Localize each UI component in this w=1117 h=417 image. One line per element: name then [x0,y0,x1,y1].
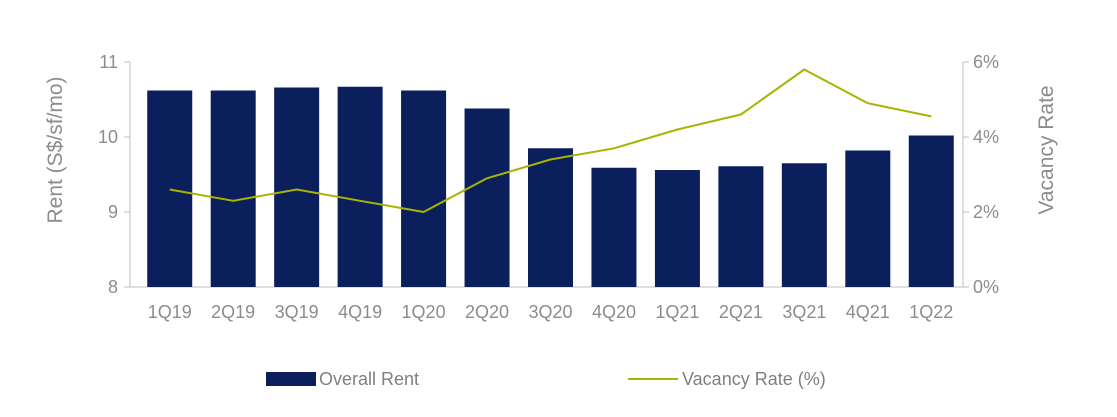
y2-tick-label: 6% [973,52,999,72]
x-tick-label: 2Q20 [465,302,509,322]
labels-group: 8 9 10 11 0% 2% 4% 6% 1Q19 2Q19 3Q19 4Q19 1Q20 2Q20 3Q… [98,52,999,322]
bar-overall-rent-3Q19 [274,87,320,287]
x-tick-label: 3Q20 [528,302,572,322]
x-tick-label: 1Q20 [402,302,446,322]
x-tick-label: 1Q21 [655,302,699,322]
legend-label-overall-rent: Overall Rent [319,369,419,389]
legend-label-vacancy-rate: Vacancy Rate (%) [682,369,826,389]
bar-overall-rent-3Q21 [781,163,827,287]
legend-swatch-overall-rent [266,372,316,386]
x-tick-label: 2Q21 [719,302,763,322]
y-axis-title: Rent (S$/sf/mo) [44,76,67,223]
y-tick-label: 9 [108,202,118,222]
y2-axis-title: Vacancy Rate [1035,85,1058,214]
bar-overall-rent-4Q19 [337,86,383,287]
bar-overall-rent-1Q22 [908,135,954,287]
line-group [169,68,932,213]
bar-overall-rent-4Q20 [591,167,637,287]
x-tick-label: 3Q19 [275,302,319,322]
bar-overall-rent-1Q19 [147,90,193,287]
bar-overall-rent-1Q20 [401,90,447,287]
bar-overall-rent-4Q21 [845,150,891,287]
line-vacancy-rate [169,68,932,213]
y-tick-label: 8 [108,277,118,297]
x-tick-label: 1Q19 [148,302,192,322]
y2-tick-label: 2% [973,202,999,222]
y2-tick-label: 4% [973,127,999,147]
bar-overall-rent-3Q20 [528,148,573,287]
y2-tick-label: 0% [973,277,999,297]
y-tick-label: 10 [98,127,118,147]
x-tick-label: 3Q21 [782,302,826,322]
bar-overall-rent-1Q21 [654,170,700,287]
x-tick-label: 4Q20 [592,302,636,322]
bar-overall-rent-2Q19 [210,90,256,287]
x-tick-label: 2Q19 [211,302,255,322]
bar-overall-rent-2Q20 [464,108,510,287]
x-tick-label: 4Q21 [846,302,890,322]
x-tick-label: 4Q19 [338,302,382,322]
legend: Overall Rent Vacancy Rate (%) [266,369,826,389]
x-tick-label: 1Q22 [909,302,953,322]
y-tick-label: 11 [99,52,118,72]
bar-overall-rent-2Q21 [718,166,764,287]
bars-group [147,86,954,287]
